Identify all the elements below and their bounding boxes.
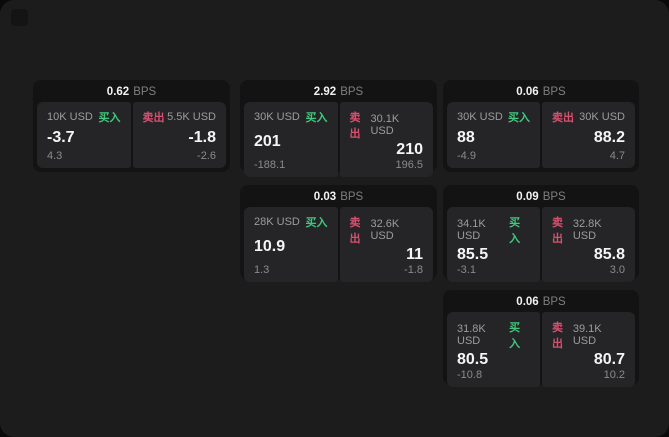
buy-side-label: 买入 bbox=[508, 112, 530, 124]
sell-price: 88.2 bbox=[593, 128, 625, 146]
bps-unit-label: BPS bbox=[133, 86, 157, 98]
app-icon[interactable] bbox=[11, 9, 28, 26]
sell-delta: 10.2 bbox=[603, 369, 625, 381]
buy-side-label: 买入 bbox=[509, 217, 521, 245]
quote-card: 0.03 BPS 28K USD 买入 10.9 1.3 卖出 32.6K USD… bbox=[240, 185, 437, 282]
buy-delta: 1.3 bbox=[254, 264, 270, 276]
buy-amount: 31.8K USD bbox=[457, 323, 486, 347]
sell-side-label: 卖出 bbox=[552, 217, 563, 245]
card-header: 0.09 BPS bbox=[447, 189, 635, 207]
card-header: 0.06 BPS bbox=[447, 84, 635, 102]
bps-value: 0.62 bbox=[106, 86, 130, 98]
bps-value: 0.03 bbox=[313, 191, 337, 203]
sell-amount: 32.8K USD bbox=[572, 218, 602, 242]
sell-panel[interactable]: 卖出 32.8K USD 85.8 3.0 bbox=[542, 207, 635, 282]
buy-side-label: 买入 bbox=[305, 217, 328, 229]
sell-panel[interactable]: 卖出 30K USD 88.2 4.7 bbox=[542, 102, 635, 168]
sell-price: 80.7 bbox=[593, 351, 625, 368]
quote-card: 0.09 BPS 34.1K USD 买入 85.5 -3.1 卖出 32.8K … bbox=[443, 185, 639, 282]
buy-amount: 30K USD bbox=[254, 111, 300, 123]
bps-unit-label: BPS bbox=[340, 191, 364, 203]
quote-card: 0.06 BPS 30K USD 买入 88 -4.9 卖出 30K USD 88… bbox=[443, 80, 639, 172]
sell-panel[interactable]: 卖出 32.6K USD 11 -1.8 bbox=[339, 207, 433, 282]
sell-amount: 30.1K USD bbox=[370, 113, 400, 137]
sell-side-label: 卖出 bbox=[349, 112, 361, 140]
buy-price: -3.7 bbox=[47, 128, 75, 146]
sell-price: 11 bbox=[406, 246, 423, 263]
quote-card: 0.06 BPS 31.8K USD 买入 80.5 -10.8 卖出 39.1K… bbox=[443, 290, 639, 387]
sell-panel[interactable]: 卖出 30.1K USD 210 196.5 bbox=[339, 102, 433, 177]
quote-card: 2.92 BPS 30K USD 买入 201 -188.1 卖出 30.1K U… bbox=[240, 80, 437, 177]
buy-panel[interactable]: 10K USD 买入 -3.7 4.3 bbox=[37, 102, 131, 168]
sell-price: 85.8 bbox=[593, 246, 625, 263]
buy-side-label: 买入 bbox=[509, 322, 521, 350]
sell-delta: -1.8 bbox=[404, 264, 423, 276]
bps-unit-label: BPS bbox=[542, 86, 566, 98]
sell-delta: 3.0 bbox=[609, 264, 625, 276]
buy-price: 85.5 bbox=[457, 246, 489, 263]
buy-amount: 28K USD bbox=[254, 216, 300, 228]
bps-value: 2.92 bbox=[313, 86, 337, 98]
sell-price: 210 bbox=[396, 141, 423, 158]
buy-delta: 4.3 bbox=[47, 150, 63, 162]
buy-panel[interactable]: 30K USD 买入 201 -188.1 bbox=[244, 102, 338, 177]
buy-amount: 10K USD bbox=[47, 111, 93, 123]
card-header: 0.03 BPS bbox=[244, 189, 433, 207]
buy-price: 88 bbox=[457, 128, 475, 146]
sell-side-label: 卖出 bbox=[142, 112, 165, 124]
quote-panels: 10K USD 买入 -3.7 4.3 卖出 5.5K USD -1.8 -2.… bbox=[37, 102, 226, 168]
buy-delta: -4.9 bbox=[457, 150, 476, 162]
quote-panels: 28K USD 买入 10.9 1.3 卖出 32.6K USD 11 -1.8 bbox=[244, 207, 433, 282]
buy-amount: 34.1K USD bbox=[457, 218, 486, 242]
sell-side-label: 卖出 bbox=[552, 322, 563, 350]
buy-side-label: 买入 bbox=[98, 112, 121, 124]
bps-unit-label: BPS bbox=[542, 191, 566, 203]
card-header: 0.62 BPS bbox=[37, 84, 226, 102]
buy-price: 80.5 bbox=[457, 351, 489, 368]
sell-amount: 30K USD bbox=[579, 111, 625, 123]
buy-panel[interactable]: 30K USD 买入 88 -4.9 bbox=[447, 102, 540, 168]
quote-card: 0.62 BPS 10K USD 买入 -3.7 4.3 卖出 5.5K USD … bbox=[33, 80, 230, 172]
bps-value: 0.06 bbox=[516, 296, 539, 308]
sell-panel[interactable]: 卖出 39.1K USD 80.7 10.2 bbox=[542, 312, 635, 387]
buy-delta: -3.1 bbox=[457, 264, 476, 276]
sell-price: -1.8 bbox=[188, 128, 216, 146]
sell-amount: 32.6K USD bbox=[370, 218, 400, 242]
bps-unit-label: BPS bbox=[542, 296, 566, 308]
buy-panel[interactable]: 31.8K USD 买入 80.5 -10.8 bbox=[447, 312, 540, 387]
bps-value: 0.09 bbox=[516, 191, 539, 203]
bps-unit-label: BPS bbox=[340, 86, 364, 98]
sell-delta: -2.6 bbox=[197, 150, 216, 162]
buy-side-label: 买入 bbox=[305, 112, 328, 124]
buy-price: 201 bbox=[254, 133, 281, 150]
sell-delta: 196.5 bbox=[395, 159, 423, 171]
quote-panels: 31.8K USD 买入 80.5 -10.8 卖出 39.1K USD 80.… bbox=[447, 312, 635, 387]
buy-price: 10.9 bbox=[254, 238, 286, 255]
sell-amount: 39.1K USD bbox=[572, 323, 602, 347]
buy-panel[interactable]: 34.1K USD 买入 85.5 -3.1 bbox=[447, 207, 540, 282]
card-header: 2.92 BPS bbox=[244, 84, 433, 102]
sell-amount: 5.5K USD bbox=[167, 111, 216, 123]
sell-delta: 4.7 bbox=[609, 150, 625, 162]
sell-side-label: 卖出 bbox=[552, 112, 574, 124]
sell-side-label: 卖出 bbox=[349, 217, 361, 245]
bps-value: 0.06 bbox=[516, 86, 539, 98]
buy-delta: -188.1 bbox=[254, 159, 286, 171]
buy-panel[interactable]: 28K USD 买入 10.9 1.3 bbox=[244, 207, 338, 282]
quote-panels: 30K USD 买入 88 -4.9 卖出 30K USD 88.2 4.7 bbox=[447, 102, 635, 168]
sell-panel[interactable]: 卖出 5.5K USD -1.8 -2.6 bbox=[132, 102, 226, 168]
buy-delta: -10.8 bbox=[457, 369, 483, 381]
buy-amount: 30K USD bbox=[457, 111, 503, 123]
quote-panels: 30K USD 买入 201 -188.1 卖出 30.1K USD 210 1… bbox=[244, 102, 433, 177]
card-header: 0.06 BPS bbox=[447, 294, 635, 312]
quote-panels: 34.1K USD 买入 85.5 -3.1 卖出 32.8K USD 85.8… bbox=[447, 207, 635, 282]
